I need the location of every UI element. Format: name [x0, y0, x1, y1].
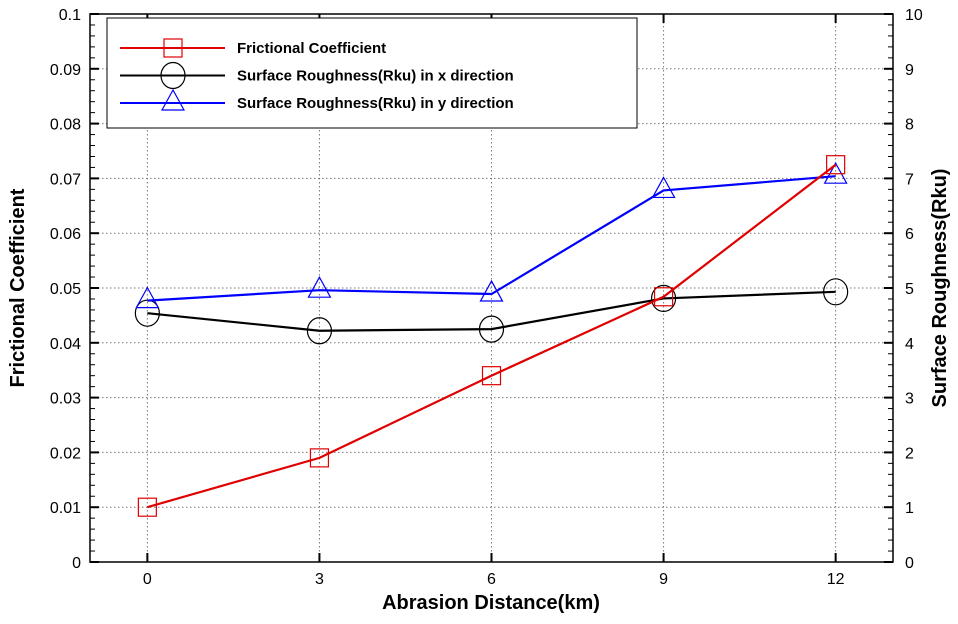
x-tick-label: 9 [659, 571, 668, 588]
y-tick-label: 0.06 [50, 226, 81, 243]
legend-label: Frictional Coefficient [237, 40, 386, 57]
y-tick-label: 0.04 [50, 336, 81, 353]
y-tick-label: 0.09 [50, 62, 81, 79]
x-axis-title: Abrasion Distance(km) [382, 592, 600, 614]
y2-tick-label: 5 [905, 281, 914, 298]
series-line [147, 175, 836, 302]
legend-label: Surface Roughness(Rku) in y direction [237, 95, 514, 112]
data-point [481, 366, 502, 386]
y2-tick-label: 10 [905, 7, 923, 24]
x-tick-label: 12 [827, 571, 845, 588]
series-line [147, 290, 836, 332]
data-point [651, 176, 676, 199]
y-tick-label: 0.05 [50, 281, 81, 298]
data-point [826, 155, 846, 175]
y2-tick-label: 6 [905, 226, 914, 243]
legend-box [106, 17, 638, 129]
series-0 [137, 155, 846, 517]
y2-tick-label: 9 [905, 62, 914, 79]
series-1 [134, 278, 849, 345]
grid [90, 14, 893, 562]
legend-item: Surface Roughness(Rku) in x direction [120, 61, 514, 90]
legend-item: Frictional Coefficient [120, 38, 386, 58]
data-point [653, 287, 674, 307]
y-tick-label: 0 [72, 555, 81, 572]
y2-tick-label: 7 [905, 171, 914, 188]
ticks: 0 0.01 0.02 0.03 0.04 0.05 0.06 0.07 0.08 0.09 0.1… [50, 7, 923, 588]
data-point [479, 279, 504, 302]
y-axis-title: Frictional Coefficient [7, 188, 29, 387]
y2-tick-label: 3 [905, 391, 914, 408]
x-tick-label: 6 [487, 571, 496, 588]
data-point [307, 275, 332, 298]
y-tick-label: 0.08 [50, 117, 81, 134]
y-tick-label: 0.1 [59, 7, 81, 24]
legend-marker [160, 61, 186, 90]
series-group [134, 155, 849, 517]
data-point [306, 317, 333, 345]
y-tick-label: 0.01 [50, 500, 81, 517]
x-tick-label: 0 [143, 571, 152, 588]
legend: Frictional Coefficient Surface Roughness(… [106, 17, 638, 129]
data-point [309, 448, 330, 468]
plot-frame [89, 13, 894, 563]
y2-tick-label: 2 [905, 445, 914, 462]
y2-tick-label: 1 [905, 500, 914, 517]
x-tick-label: 3 [315, 571, 324, 588]
data-point [650, 284, 677, 313]
data-point [137, 497, 157, 517]
legend-marker [160, 88, 186, 111]
y-tick-label: 0.03 [50, 391, 81, 408]
y2-tick-label: 8 [905, 117, 914, 134]
legend-marker [163, 38, 183, 58]
y-tick-label: 0.07 [50, 171, 81, 188]
y2-axis-title: Surface Roughness(Rku) [929, 169, 951, 408]
y2-tick-label: 0 [905, 555, 914, 572]
data-point [823, 278, 849, 306]
y2-tick-label: 4 [905, 336, 914, 353]
series-line [147, 163, 837, 509]
legend-label: Surface Roughness(Rku) in x direction [237, 68, 514, 85]
y-tick-label: 0.02 [50, 445, 81, 462]
data-point [478, 315, 505, 343]
legend-item: Surface Roughness(Rku) in y direction [120, 88, 514, 112]
data-point [135, 286, 160, 309]
